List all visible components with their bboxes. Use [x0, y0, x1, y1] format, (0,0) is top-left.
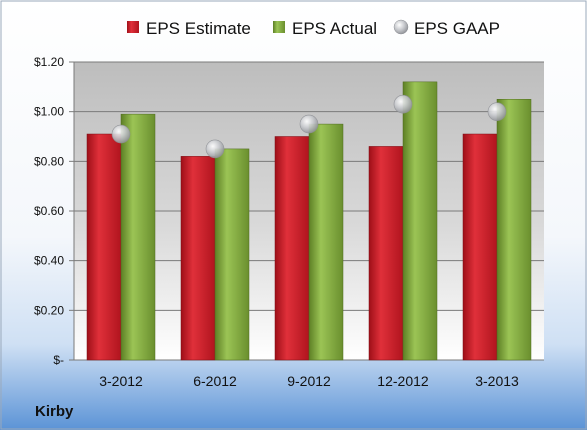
marker-eps-gaap — [299, 114, 319, 134]
marker-eps-gaap — [487, 102, 507, 121]
bars — [86, 81, 532, 361]
y-tick-label: $0.60 — [34, 204, 64, 218]
bar-eps-estimate — [86, 133, 122, 361]
x-axis-categories: 3-2012 6-2012 9-2012 12-2012 3-2013 — [99, 373, 519, 389]
bar-eps-actual — [308, 123, 344, 361]
legend-swatch-actual — [273, 21, 285, 33]
legend-label-estimate: EPS Estimate — [146, 19, 251, 38]
y-tick-label: $1.20 — [34, 55, 64, 69]
legend-label-gaap: EPS GAAP — [414, 19, 500, 38]
legend-swatch-gaap — [393, 19, 409, 35]
company-name: Kirby — [35, 403, 74, 420]
x-category-label: 9-2012 — [287, 373, 331, 389]
y-tick-label: $1.00 — [34, 105, 64, 119]
y-tick-label: $0.40 — [34, 254, 64, 268]
bar-eps-actual — [496, 99, 532, 361]
legend-label-actual: EPS Actual — [292, 19, 377, 38]
legend-swatch-estimate — [127, 21, 139, 33]
y-axis-ticks: $- $0.20 $0.40 $0.60 $0.80 $1.00 $1.20 — [34, 55, 64, 367]
bar-eps-estimate — [368, 146, 404, 361]
x-category-label: 12-2012 — [377, 373, 429, 389]
bar-eps-actual — [120, 113, 156, 361]
bar-eps-estimate — [274, 136, 310, 361]
x-category-label: 3-2013 — [475, 373, 519, 389]
bar-eps-estimate — [180, 156, 216, 361]
marker-eps-gaap — [111, 124, 131, 144]
gaap-markers — [111, 94, 507, 159]
bar-eps-estimate — [462, 133, 498, 361]
legend: EPS Estimate EPS Actual EPS GAAP — [127, 19, 500, 38]
y-tick-label: $- — [53, 353, 64, 367]
y-tick-label: $0.20 — [34, 303, 64, 317]
marker-eps-gaap — [205, 139, 225, 159]
bar-eps-actual — [214, 148, 250, 361]
marker-eps-gaap — [393, 94, 413, 114]
bar-eps-actual — [402, 81, 438, 361]
y-tick-label: $0.80 — [34, 154, 64, 168]
x-category-label: 6-2012 — [193, 373, 237, 389]
x-category-label: 3-2012 — [99, 373, 143, 389]
